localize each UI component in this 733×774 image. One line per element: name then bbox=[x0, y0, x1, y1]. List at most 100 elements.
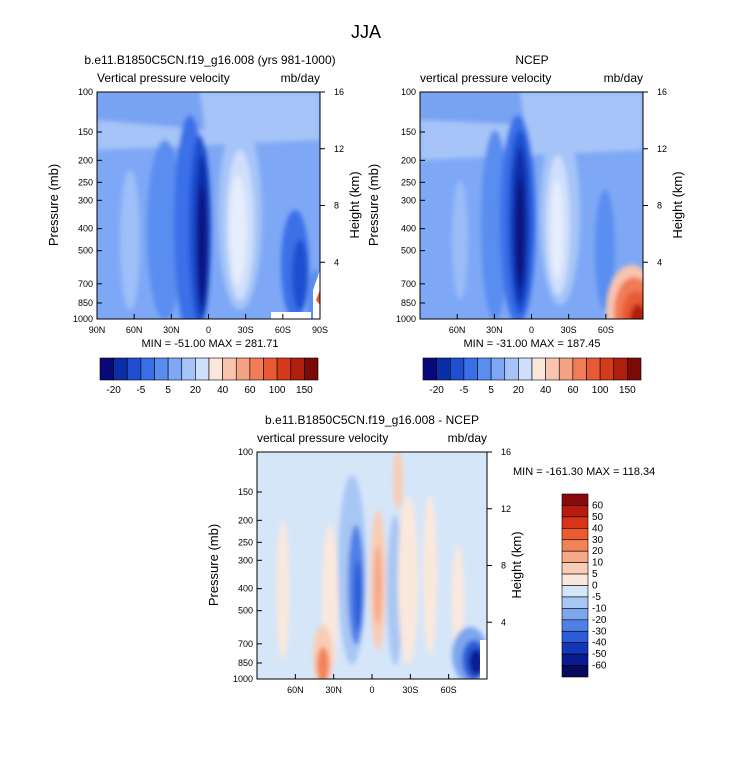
x-tick-label: 60S bbox=[441, 685, 457, 695]
y-tick-label: 150 bbox=[238, 487, 253, 497]
y-tick-label: 150 bbox=[78, 127, 93, 137]
colorbar-swatch bbox=[599, 357, 615, 381]
y-tick-label: 300 bbox=[401, 195, 416, 205]
colorbar-label: -5 bbox=[592, 592, 601, 603]
colorbar-swatch bbox=[558, 357, 574, 381]
colorbar-swatch bbox=[561, 630, 589, 643]
y-right-tick-labels: 16 12 8 4 bbox=[643, 87, 667, 267]
contour-field bbox=[420, 92, 643, 319]
y-tick-label: 1000 bbox=[73, 314, 93, 324]
x-tick-labels: 90N 60N 30N 0 30S 60S 90S bbox=[89, 314, 328, 335]
colorbar-label: 150 bbox=[296, 385, 313, 396]
panel-title: b.e11.B1850C5CN.f19_g16.008 (yrs 981-100… bbox=[84, 53, 335, 67]
colorbar-label: -40 bbox=[592, 638, 607, 649]
colorbar-swatch bbox=[290, 357, 305, 381]
y-tick-label: 500 bbox=[238, 606, 253, 616]
colorbar-label: 50 bbox=[592, 512, 604, 523]
contour-field bbox=[97, 92, 320, 319]
y-tick-label: 400 bbox=[238, 584, 253, 594]
colorbar-label: 60 bbox=[592, 500, 604, 511]
y-tick-label: 700 bbox=[78, 279, 93, 289]
y-tick-label: 1000 bbox=[233, 674, 253, 684]
panel-subtitle-left: vertical pressure velocity bbox=[257, 431, 388, 445]
colorbar-label: -20 bbox=[429, 385, 444, 396]
y-tick-label: 1000 bbox=[396, 314, 416, 324]
colorbar-swatch bbox=[477, 357, 492, 381]
colorbar-swatch bbox=[422, 357, 437, 381]
y-axis-label: Pressure (mb) bbox=[46, 164, 61, 246]
colorbar-swatch bbox=[208, 357, 223, 381]
colorbar-label: 20 bbox=[592, 546, 604, 557]
x-tick-labels: 60N 30N 0 30S 60S bbox=[287, 674, 457, 695]
colorbar-label: 150 bbox=[619, 385, 636, 396]
y-right-tick-label: 4 bbox=[657, 257, 662, 267]
x-tick-label: 90N bbox=[89, 325, 106, 335]
colorbar-label: 30 bbox=[592, 535, 604, 546]
x-tick-label: 0 bbox=[529, 325, 534, 335]
colorbar-swatch bbox=[561, 642, 589, 655]
colorbar-swatch bbox=[304, 357, 319, 381]
x-tick-label: 0 bbox=[206, 325, 211, 335]
x-tick-label: 30S bbox=[238, 325, 254, 335]
x-tick-label: 90S bbox=[312, 325, 328, 335]
y-axis-right-label: Height (km) bbox=[347, 171, 362, 238]
colorbar: -20 -5 5 20 40 60 100 150 bbox=[99, 357, 319, 396]
colorbar-swatch bbox=[561, 516, 589, 529]
colorbar-swatch bbox=[276, 357, 292, 381]
y-right-tick-labels: 16 12 8 4 bbox=[487, 447, 511, 627]
colorbar-label: 20 bbox=[190, 385, 202, 396]
colorbar-label: 5 bbox=[488, 385, 494, 396]
colorbar-swatch bbox=[167, 357, 183, 381]
y-tick-label: 400 bbox=[401, 224, 416, 234]
colorbar-label: -20 bbox=[592, 615, 607, 626]
colorbar-swatch bbox=[113, 357, 128, 381]
colorbar-label: 5 bbox=[165, 385, 171, 396]
colorbar-label: -60 bbox=[592, 661, 607, 672]
y-tick-label: 100 bbox=[401, 87, 416, 97]
colorbar-swatch bbox=[140, 357, 155, 381]
colorbar-swatch bbox=[561, 493, 589, 506]
y-tick-label: 500 bbox=[78, 246, 93, 256]
y-axis-right-label: Height (km) bbox=[509, 531, 524, 598]
y-tick-label: 200 bbox=[78, 155, 93, 165]
panel-ncep: NCEP vertical pressure velocity mb/day bbox=[366, 53, 685, 396]
colorbar-swatch bbox=[627, 357, 642, 381]
colorbar-swatch bbox=[561, 505, 589, 518]
x-tick-label: 30S bbox=[561, 325, 577, 335]
colorbar-label: 60 bbox=[567, 385, 579, 396]
colorbar-swatch bbox=[572, 357, 587, 381]
colorbar-label: 0 bbox=[592, 581, 598, 592]
y-axis-label: Pressure (mb) bbox=[366, 164, 381, 246]
y-tick-label: 500 bbox=[401, 246, 416, 256]
colorbar-swatch bbox=[561, 665, 589, 678]
y-tick-labels: 100 150 200 250 300 400 500 700 850 1000 bbox=[233, 447, 262, 684]
panel-title: b.e11.B1850C5CN.f19_g16.008 - NCEP bbox=[265, 413, 479, 427]
colorbar-label: -20 bbox=[106, 385, 121, 396]
y-tick-label: 250 bbox=[78, 177, 93, 187]
colorbar-swatch bbox=[586, 357, 601, 381]
colorbar-label: -10 bbox=[592, 603, 607, 614]
colorbar-label: 20 bbox=[513, 385, 525, 396]
colorbar-label: -5 bbox=[459, 385, 468, 396]
colorbar-swatch bbox=[181, 357, 196, 381]
x-tick-labels: 60N 30N 0 30S 60S bbox=[449, 314, 614, 335]
panel-title: NCEP bbox=[515, 53, 548, 67]
panel-subtitle-right: mb/day bbox=[604, 71, 643, 85]
colorbar-label: -30 bbox=[592, 626, 607, 637]
x-tick-label: 60S bbox=[275, 325, 291, 335]
y-axis-right-label: Height (km) bbox=[670, 171, 685, 238]
colorbar-swatch bbox=[561, 562, 589, 575]
min-max-stats: MIN = -161.30 MAX = 118.34 bbox=[513, 466, 655, 478]
y-right-tick-label: 8 bbox=[334, 201, 339, 211]
y-right-tick-label: 16 bbox=[334, 87, 344, 97]
colorbar-swatch bbox=[504, 357, 519, 381]
colorbar-swatch bbox=[518, 357, 533, 381]
x-tick-label: 60N bbox=[449, 325, 466, 335]
colorbar-swatch bbox=[126, 357, 142, 381]
y-tick-label: 300 bbox=[238, 555, 253, 565]
colorbar-swatch bbox=[561, 550, 589, 563]
x-tick-label: 30N bbox=[325, 685, 342, 695]
y-right-tick-label: 8 bbox=[501, 561, 506, 571]
